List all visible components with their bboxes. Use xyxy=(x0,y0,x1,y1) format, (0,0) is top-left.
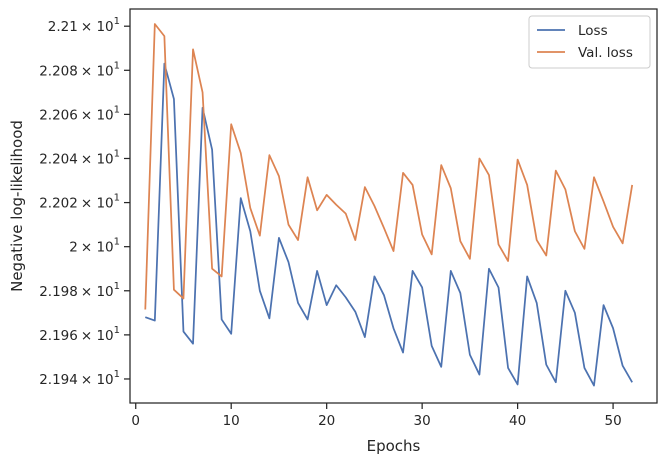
y-tick-multiplier: × 10 xyxy=(81,196,114,212)
y-tick-label: 2.196 × 101 xyxy=(39,325,120,344)
series-line-loss xyxy=(144,62,633,387)
y-tick-multiplier: × 10 xyxy=(81,63,114,79)
y-tick-multiplier: × 10 xyxy=(81,19,114,35)
y-tick-multiplier: × 10 xyxy=(81,107,114,123)
y-tick-label: 2.21 × 101 xyxy=(48,16,120,35)
x-tick-label: 0 xyxy=(131,413,140,429)
y-tick-mantissa: 2.21 xyxy=(48,19,78,35)
y-tick-exponent: 1 xyxy=(114,325,120,336)
legend-box xyxy=(528,15,651,69)
y-tick-mantissa: 2.198 xyxy=(39,284,78,300)
y-tick-label: 2.206 × 101 xyxy=(39,104,120,123)
y-tick-exponent: 1 xyxy=(114,193,120,204)
y-tick-multiplier: × 10 xyxy=(81,240,114,256)
y-tick-mantissa: 2.194 xyxy=(39,372,78,388)
y-tick-label: 2.194 × 101 xyxy=(39,369,120,388)
y-tick-exponent: 1 xyxy=(114,60,120,71)
y-tick-mantissa: 2 xyxy=(69,240,78,256)
y-tick-label: 2.202 × 101 xyxy=(39,193,120,212)
y-tick-exponent: 1 xyxy=(114,16,120,27)
y-tick-multiplier: × 10 xyxy=(81,284,114,300)
y-tick-mantissa: 2.202 xyxy=(39,196,78,212)
x-axis-label: Epochs xyxy=(367,437,421,455)
y-tick-label: 2.204 × 101 xyxy=(39,148,120,167)
legend-label: Loss xyxy=(578,23,608,39)
y-tick-label: 2.198 × 101 xyxy=(39,281,120,300)
y-tick-multiplier: × 10 xyxy=(81,372,114,388)
legend-label: Val. loss xyxy=(578,45,633,61)
y-tick-mantissa: 2.206 xyxy=(39,107,78,123)
y-tick-exponent: 1 xyxy=(114,148,120,159)
x-axis-ticks: 0 10 20 30 40 50 xyxy=(131,403,622,429)
series-line-val-loss xyxy=(144,23,634,310)
y-tick-label: 2.208 × 101 xyxy=(39,60,120,79)
y-tick-mantissa: 2.196 xyxy=(39,328,78,344)
x-tick-label: 30 xyxy=(414,413,431,429)
x-tick-label: 40 xyxy=(509,413,526,429)
y-tick-exponent: 1 xyxy=(114,104,120,115)
y-tick-mantissa: 2.204 xyxy=(39,151,78,167)
legend: Loss Val. loss xyxy=(528,15,651,69)
y-tick-label: 2 × 101 xyxy=(69,237,120,256)
y-tick-exponent: 1 xyxy=(114,281,120,292)
x-tick-label: 10 xyxy=(223,413,240,429)
y-tick-multiplier: × 10 xyxy=(81,328,114,344)
y-axis-label: Negative log-likelihood xyxy=(8,120,26,292)
y-tick-exponent: 1 xyxy=(114,237,120,248)
x-tick-label: 20 xyxy=(318,413,335,429)
y-tick-multiplier: × 10 xyxy=(81,151,114,167)
y-tick-exponent: 1 xyxy=(114,369,120,380)
plot-frame xyxy=(129,8,658,404)
x-tick-label: 50 xyxy=(604,413,621,429)
series-lines xyxy=(144,23,634,387)
y-tick-mantissa: 2.208 xyxy=(39,63,78,79)
